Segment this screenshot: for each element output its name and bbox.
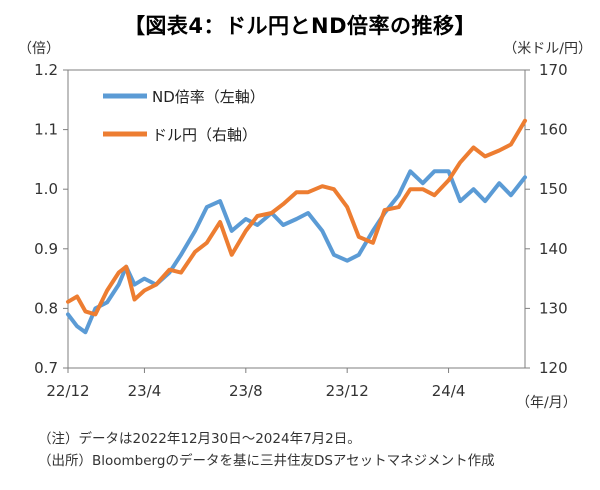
right-tick-label: 170 (539, 61, 568, 79)
x-axis-unit: （年/月） (516, 395, 577, 411)
right-tick-label: 120 (539, 359, 568, 377)
x-tick-label: 24/4 (432, 382, 466, 400)
x-tick-label: 23/8 (229, 382, 263, 400)
x-tick-label: 23/4 (128, 382, 162, 400)
left-tick-label: 0.9 (34, 240, 58, 258)
left-axis-unit: （倍） (18, 41, 60, 57)
right-axis-unit: （米ドル/円） (503, 41, 592, 57)
right-tick-label: 130 (539, 299, 568, 317)
legend-nd-ratio-label: ND倍率（左軸） (152, 88, 265, 106)
right-tick-label: 140 (539, 240, 568, 258)
right-tick-label: 150 (539, 180, 568, 198)
left-tick-label: 1.0 (34, 180, 58, 198)
left-tick-label: 0.8 (34, 299, 58, 317)
left-tick-label: 1.1 (34, 121, 58, 139)
note-text: （注）データは2022年12月30日～2024年7月2日。 (38, 431, 361, 447)
usdjpy-line (66, 118, 527, 317)
footnotes: （注）データは2022年12月30日～2024年7月2日。 （出所）Bloomb… (38, 428, 495, 472)
nd-ratio-line (66, 169, 527, 335)
x-tick-label: 22/12 (46, 382, 89, 400)
left-tick-label: 1.2 (34, 61, 58, 79)
left-tick-label: 0.7 (34, 359, 58, 377)
source-text: （出所）Bloombergのデータを基に三井住友DSアセットマネジメント作成 (38, 453, 495, 469)
plot-frame (67, 69, 526, 369)
right-tick-label: 160 (539, 121, 568, 139)
chart-title: 【図表4：ドル円とND倍率の推移】 (123, 14, 477, 38)
legend-usdjpy-label: ドル円（右軸） (152, 126, 257, 144)
x-tick-label: 23/12 (326, 382, 369, 400)
